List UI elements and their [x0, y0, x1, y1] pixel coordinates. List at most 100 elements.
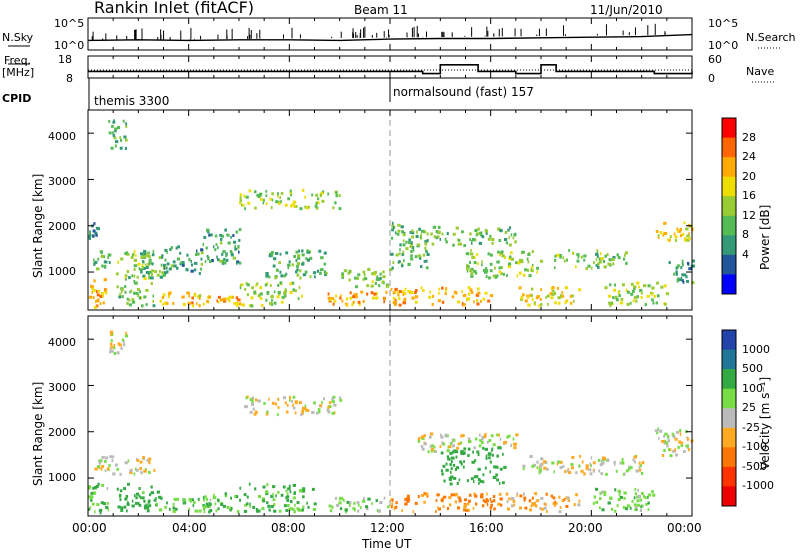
- power-cell: [571, 294, 574, 298]
- power-cell: [297, 297, 300, 301]
- velocity-cell: [299, 488, 303, 492]
- velocity-cell: [362, 499, 366, 503]
- velocity-cell: [101, 455, 105, 459]
- velocity-cell: [505, 492, 509, 496]
- velocity-cell: [292, 406, 296, 410]
- velocity-cell: [480, 441, 484, 445]
- velocity-cell: [88, 495, 90, 499]
- power-cell: [117, 260, 119, 264]
- velocity-cell: [503, 441, 507, 445]
- power-cell: [315, 201, 318, 205]
- velocity-cell: [567, 496, 570, 500]
- power-cell: [88, 295, 93, 299]
- velocity-cell: [245, 405, 248, 409]
- power-cell: [640, 291, 643, 295]
- power-cell: [150, 273, 153, 276]
- power-cell: [125, 124, 128, 128]
- velocity-cell: [463, 506, 467, 510]
- velocity-cell: [539, 463, 543, 467]
- power-cell: [341, 275, 345, 279]
- power-cell: [323, 270, 326, 274]
- velocity-cell: [198, 509, 202, 513]
- velocity-cell: [329, 509, 333, 513]
- power-cell: [90, 285, 94, 288]
- velocity-cell: [619, 461, 621, 465]
- power-cell: [93, 279, 96, 283]
- velocity-cell: [146, 509, 150, 513]
- velocity-cell: [508, 497, 510, 501]
- power-cell: [631, 289, 635, 293]
- power-cell: [362, 277, 365, 281]
- power-cell: [397, 223, 401, 227]
- velocity-cell: [119, 498, 122, 502]
- velocity-cell: [563, 498, 566, 502]
- power-cell: [200, 248, 204, 252]
- power-cell: [118, 295, 121, 299]
- velocity-cell: [522, 464, 526, 468]
- power-cell: [678, 278, 682, 282]
- power-cell: [152, 249, 155, 253]
- power-cell: [688, 237, 691, 240]
- velocity-cell: [663, 434, 666, 438]
- power-cell: [527, 253, 531, 257]
- power-cell: [428, 295, 432, 299]
- power-cell: [301, 249, 304, 253]
- power-cell: [470, 272, 474, 276]
- power-cell: [120, 146, 123, 150]
- nave-tick-top: 60: [708, 53, 722, 66]
- velocity-colorbar-cell-frame: [721, 329, 737, 507]
- velocity-cell: [601, 459, 603, 463]
- power-cell: [576, 253, 580, 257]
- power-cell: [474, 229, 478, 232]
- power-cell: [484, 229, 488, 233]
- power-cell: [181, 263, 185, 267]
- power-cell: [485, 231, 488, 235]
- power-cell: [498, 266, 502, 270]
- power-cell: [133, 264, 138, 268]
- power-cell: [530, 294, 533, 298]
- velocity-cell: [486, 492, 488, 496]
- xtick-16: 16:00: [469, 521, 504, 535]
- power-cell: [135, 292, 139, 295]
- power-cell: [135, 254, 137, 258]
- power-cell: [481, 235, 484, 238]
- power-cell: [595, 252, 599, 256]
- power-cell: [253, 290, 256, 294]
- power-cell: [376, 292, 378, 296]
- power-cell: [97, 298, 100, 302]
- velocity-cell: [629, 506, 632, 510]
- power-cell: [154, 270, 157, 274]
- velocity-cell: [124, 461, 128, 465]
- velocity-cell: [106, 487, 109, 490]
- velocity-cell: [457, 495, 460, 499]
- power-cell: [681, 279, 684, 283]
- power-cell: [297, 256, 301, 260]
- velocity-cell: [474, 494, 478, 498]
- power-cell: [312, 271, 317, 275]
- power-cell: [301, 294, 303, 298]
- velocity-cell: [626, 504, 631, 508]
- velocity-cell: [577, 503, 581, 507]
- velocity-cell: [119, 489, 123, 493]
- power-cell: [256, 282, 259, 286]
- velocity-cell: [452, 456, 455, 460]
- power-cell: [280, 191, 284, 195]
- velocity-cell: [286, 498, 289, 502]
- power-cell: [416, 230, 418, 234]
- power-cell: [355, 285, 358, 289]
- power-colorbar-cell: [722, 118, 736, 139]
- power-cell: [682, 232, 685, 236]
- velocity-cell: [120, 346, 123, 350]
- velocity-cell: [331, 400, 335, 404]
- power-cell: [470, 249, 472, 253]
- velocity-cell: [229, 508, 232, 512]
- velocity-cell: [498, 492, 502, 496]
- velocity-cell: [253, 412, 257, 416]
- power-cell: [424, 242, 428, 246]
- velocity-cell: [458, 478, 461, 482]
- nsearch-tick-bottom: 10^0: [708, 39, 739, 52]
- power-cell: [608, 258, 611, 262]
- power-cell: [559, 255, 562, 259]
- velocity-cell: [433, 445, 436, 449]
